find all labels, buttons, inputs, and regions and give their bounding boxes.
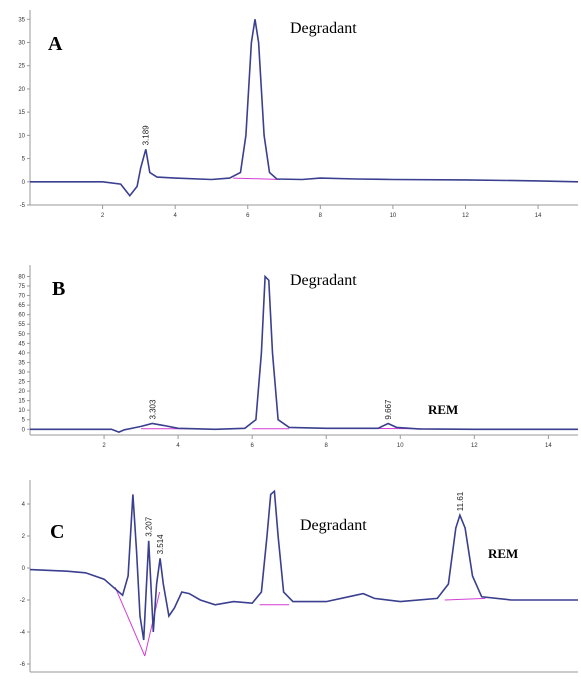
- trace: [30, 274, 578, 433]
- x-tick-label: 6: [246, 213, 250, 219]
- annotation: Degradant: [290, 272, 357, 289]
- y-tick-label: 45: [18, 341, 25, 347]
- y-tick-label: 4: [22, 502, 26, 508]
- peak-label: 3.189: [142, 125, 151, 146]
- x-tick-label: 2: [101, 213, 105, 219]
- y-tick-label: 70: [18, 294, 25, 300]
- y-tick-label: 20: [18, 87, 25, 93]
- y-tick-label: 0: [22, 180, 26, 186]
- panel-label: B: [52, 278, 65, 300]
- y-tick-label: 30: [18, 370, 25, 376]
- annotation: REM: [488, 546, 518, 561]
- y-tick-label: 2: [22, 534, 26, 540]
- y-tick-label: 35: [18, 360, 25, 366]
- x-tick-label: 10: [390, 213, 397, 219]
- y-tick-label: 50: [18, 332, 25, 338]
- x-tick-label: 14: [535, 213, 542, 219]
- y-tick-label: 75: [18, 284, 25, 290]
- y-tick-label: 35: [18, 17, 25, 23]
- x-tick-label: 4: [176, 443, 180, 449]
- y-tick-label: 65: [18, 303, 25, 309]
- x-tick-label: 12: [462, 213, 469, 219]
- y-tick-label: 15: [18, 110, 25, 116]
- trace: [30, 19, 579, 197]
- x-tick-label: 2: [102, 443, 106, 449]
- y-tick-label: 60: [18, 313, 25, 319]
- baseline: [444, 597, 486, 601]
- peak-label: 11.61: [456, 491, 465, 511]
- x-tick-label: 12: [471, 443, 478, 449]
- peak-label: 9.667: [384, 399, 393, 420]
- baseline: [233, 177, 281, 180]
- y-tick-label: 30: [18, 41, 25, 47]
- peak-label: 3.514: [156, 534, 165, 555]
- y-tick-label: 20: [18, 389, 25, 395]
- y-tick-label: 0: [22, 427, 26, 433]
- y-tick-label: 80: [18, 274, 25, 280]
- y-tick-label: -2: [20, 598, 26, 604]
- x-tick-label: 4: [173, 213, 177, 219]
- panel-label: A: [48, 33, 63, 55]
- peak-label: 3.303: [148, 399, 157, 420]
- y-tick-label: -4: [20, 630, 26, 636]
- y-tick-label: 5: [22, 418, 26, 424]
- y-tick-label: -6: [20, 662, 26, 668]
- y-tick-label: 25: [18, 380, 25, 386]
- y-tick-label: 15: [18, 399, 25, 405]
- x-tick-label: 8: [325, 443, 329, 449]
- y-tick-label: 0: [22, 566, 26, 572]
- x-tick-label: 8: [319, 213, 323, 219]
- trace: [29, 489, 578, 641]
- y-tick-label: -5: [20, 203, 26, 209]
- annotation: REM: [428, 402, 458, 417]
- peak-label: 3.207: [145, 516, 154, 537]
- annotation: Degradant: [300, 517, 367, 534]
- y-tick-label: 5: [22, 157, 26, 163]
- annotation: Degradant: [290, 20, 357, 37]
- y-tick-label: 40: [18, 351, 25, 357]
- y-tick-label: 25: [18, 64, 25, 70]
- y-tick-label: 55: [18, 322, 25, 328]
- panel-label: C: [50, 521, 64, 543]
- x-tick-label: 10: [397, 443, 404, 449]
- x-tick-label: 14: [545, 443, 552, 449]
- x-tick-label: 6: [250, 443, 254, 449]
- baseline: [114, 587, 146, 657]
- y-tick-label: 10: [18, 133, 25, 139]
- y-tick-label: 10: [18, 408, 25, 414]
